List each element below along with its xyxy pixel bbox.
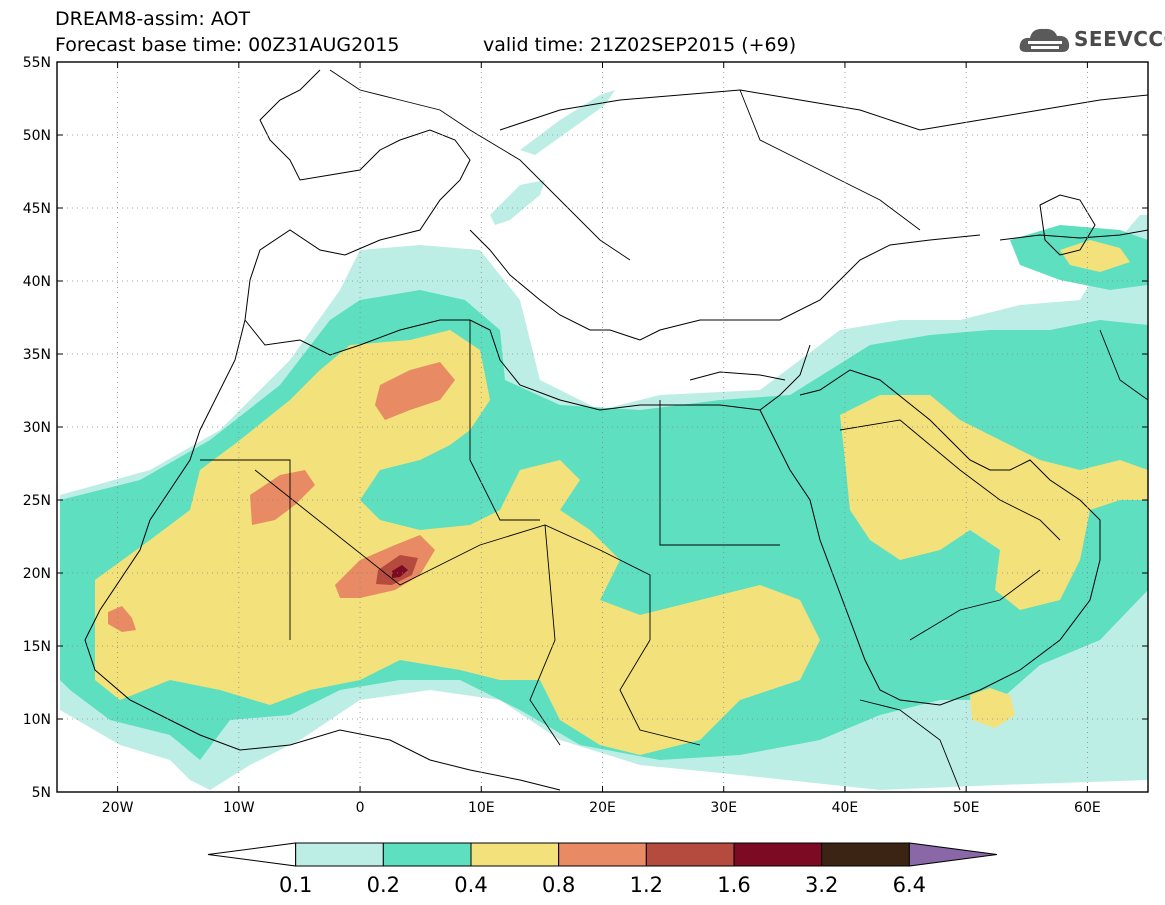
lat-tick-label: 10N	[23, 712, 51, 728]
aot-band-0.4	[95, 330, 820, 755]
colorbar-label: 1.6	[717, 873, 750, 897]
aot-band-0.8	[108, 606, 136, 632]
border	[200, 459, 291, 640]
borders	[200, 69, 1148, 791]
lat-tick-label: 15N	[23, 639, 51, 655]
coastline	[999, 229, 1148, 241]
lat-tick-label: 40N	[23, 274, 51, 290]
lon-tick-label: 10E	[468, 800, 495, 816]
colorbar-box	[470, 842, 560, 867]
border	[659, 400, 780, 546]
aot-band-0.4	[970, 688, 1015, 728]
border	[909, 569, 1041, 641]
lon-tick-label: 20W	[102, 800, 134, 816]
border	[839, 419, 1061, 541]
lon-tick-label: 10W	[223, 800, 255, 816]
aot-band-0.1	[520, 90, 615, 155]
colorbar-label: 0.1	[279, 873, 312, 897]
colorbar-box	[733, 842, 823, 867]
colorbar-box	[821, 842, 910, 867]
colorbar-label: 0.4	[454, 873, 487, 897]
lat-tick-label: 35N	[23, 347, 51, 363]
lon-tick-label: 40E	[832, 800, 859, 816]
border	[1099, 329, 1148, 401]
border	[329, 69, 631, 261]
colorbar-box	[382, 842, 472, 867]
coastline	[469, 229, 981, 341]
colorbar-box	[558, 842, 647, 867]
border	[469, 320, 540, 521]
forecast-base-time: Forecast base time: 00Z31AUG2015	[55, 34, 400, 56]
map-title: DREAM8-assim: AOT	[55, 8, 251, 30]
lat-tick-label: 55N	[23, 55, 51, 71]
logo-text: SEEVCCC	[1074, 27, 1165, 51]
cloud-icon	[1019, 28, 1070, 52]
lon-tick-label: 60E	[1074, 800, 1101, 816]
lat-tick-label: 30N	[23, 420, 51, 436]
colorbar-label: 1.2	[630, 873, 663, 897]
colorbar-label: 3.2	[805, 873, 838, 897]
colorbar-label: 0.8	[542, 873, 575, 897]
coastline	[499, 89, 1148, 131]
lon-tick-label: 20E	[589, 800, 616, 816]
coastline	[244, 319, 811, 411]
aot-band-1.6	[392, 565, 408, 578]
longitude-ticks: 20W 10W 0 10E 20E 30E 40E 50E 60E	[102, 62, 1101, 816]
coastline	[689, 371, 786, 381]
lon-tick-label: 50E	[953, 800, 980, 816]
valid-time: valid time: 21Z02SEP2015 (+69)	[483, 34, 797, 56]
colorbar-box	[645, 842, 735, 867]
aot-band-0.8	[375, 362, 455, 420]
colorbar-label: 6.4	[893, 873, 926, 897]
lon-tick-label: 30E	[710, 800, 737, 816]
lat-tick-label: 25N	[23, 493, 51, 509]
aot-band-0.8	[250, 470, 315, 525]
lon-tick-label: 0	[356, 800, 365, 816]
border	[859, 699, 961, 791]
aot-field	[60, 90, 1148, 790]
border	[529, 524, 561, 746]
colorbar-label: 0.2	[367, 873, 400, 897]
coastline	[84, 319, 561, 791]
lat-tick-label: 50N	[23, 128, 51, 144]
aot-band-0.4	[1060, 240, 1130, 272]
colorbar: 0.1 0.2 0.4 0.8 1.2 1.6 3.2 6.4	[207, 842, 998, 897]
lat-tick-label: 45N	[23, 201, 51, 217]
border	[619, 639, 701, 746]
lat-tick-label: 20N	[23, 566, 51, 582]
aot-band-0.4	[840, 395, 1148, 610]
border	[739, 89, 921, 231]
seevccc-logo: SEEVCCC	[1018, 22, 1165, 58]
colorbar-box	[295, 842, 384, 867]
lat-tick-label: 5N	[32, 785, 51, 801]
aot-band-0.1	[490, 180, 545, 225]
colorbar-low-arrow	[207, 842, 297, 867]
colorbar-high-arrow	[908, 842, 998, 867]
latitude-ticks: 55N 50N 45N 40N 35N 30N 25N 20N 15N 10N 5N	[23, 55, 1148, 801]
gridlines	[57, 62, 1148, 792]
